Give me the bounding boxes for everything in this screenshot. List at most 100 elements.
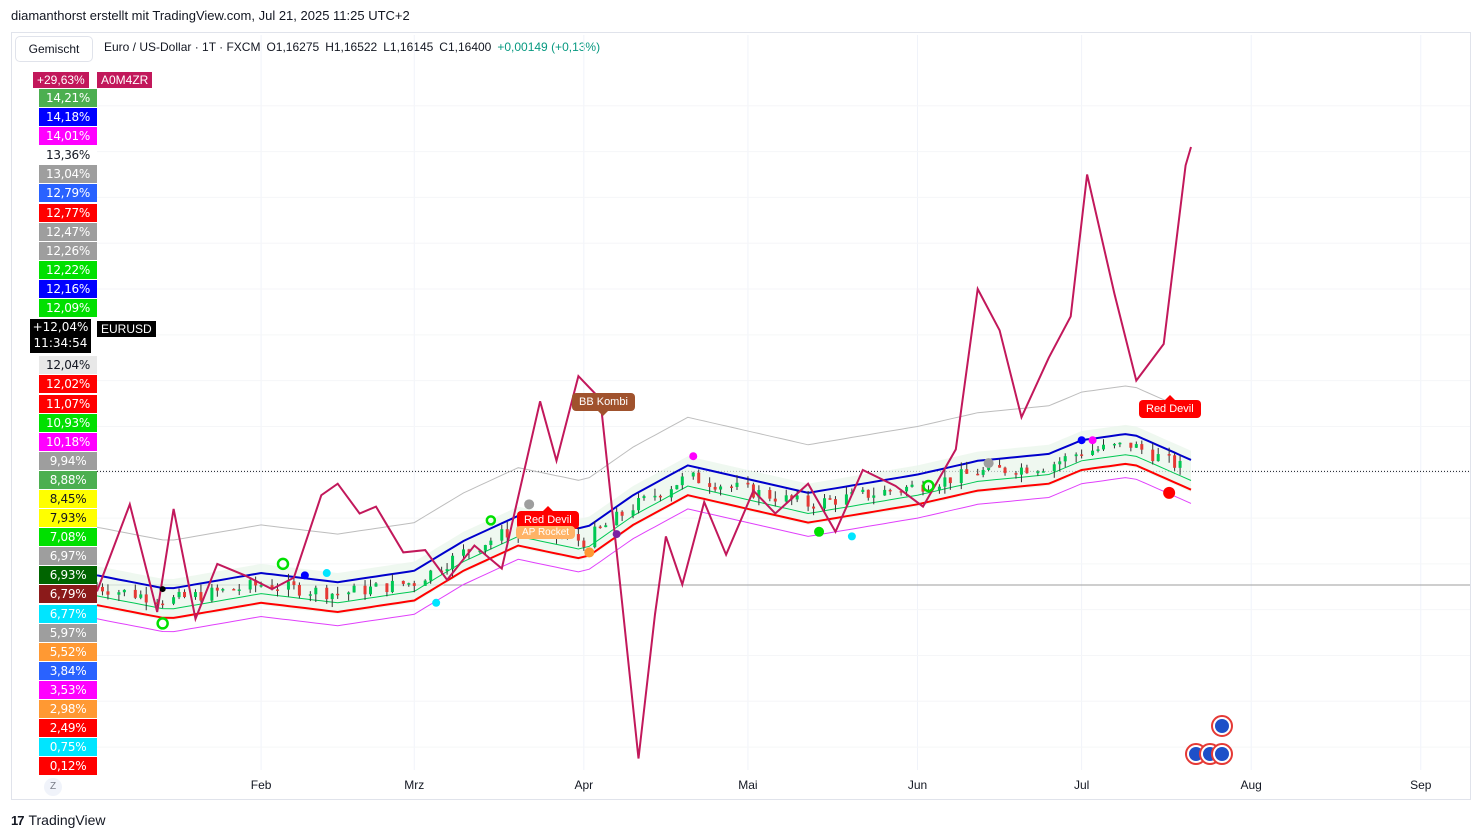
candle-body: [423, 580, 427, 586]
pct-badge: 12,16%: [39, 279, 97, 298]
candle-body: [215, 587, 219, 591]
signal-dot: [432, 598, 441, 607]
candle-body: [669, 489, 673, 498]
candle-body: [210, 587, 214, 601]
pct-badge: 5,52%: [39, 642, 97, 661]
signal-dot: [156, 617, 169, 630]
candle-body: [325, 587, 329, 600]
currency-flag-icon: [1215, 719, 1229, 733]
candle-body: [100, 586, 104, 592]
red-devil-flag-1[interactable]: Red Devil: [517, 506, 579, 529]
candle-body: [193, 592, 197, 598]
candle-body: [888, 489, 892, 492]
candle-body: [500, 529, 504, 541]
candle-body: [363, 585, 367, 595]
eurusd-price-box: +12,04% 11:34:54: [30, 319, 91, 353]
candle-body: [604, 525, 608, 528]
candle-body: [757, 490, 761, 498]
candle-body: [1058, 461, 1062, 465]
ohlc-high: H1,16522: [325, 40, 378, 54]
x-tick-label: Apr: [574, 778, 594, 792]
candle-body: [352, 585, 356, 593]
indicator-badge-stack: 14,21% 14,18% 14,01% 13,36% 13,04% 12,79% 12,7…: [39, 70, 97, 776]
mode-button[interactable]: Gemischt: [15, 36, 93, 62]
candle-body: [1129, 442, 1133, 448]
candle-body: [276, 589, 280, 591]
candle-body: [812, 506, 816, 509]
candle-body: [369, 586, 373, 595]
candle-body: [374, 583, 378, 587]
candle-body: [1112, 443, 1116, 446]
candle-body: [746, 482, 750, 485]
ohlc-open: O1,16275: [266, 40, 320, 54]
pct-badge: 14,18%: [39, 108, 97, 127]
candle-body: [122, 589, 126, 593]
pct-badge: 7,93%: [39, 509, 97, 528]
candle-body: [144, 594, 148, 603]
tradingview-logo-icon: 17: [11, 812, 25, 828]
candle-body: [385, 583, 389, 593]
pct-badge: 6,93%: [39, 566, 97, 585]
candle-body: [489, 540, 493, 546]
candle-body: [1003, 467, 1007, 474]
chart-frame[interactable]: [11, 32, 1471, 800]
chart-caption: diamanthorst erstellt mit TradingView.co…: [11, 8, 410, 23]
candle-body: [221, 588, 225, 591]
x-tick-label: Jul: [1073, 778, 1090, 792]
zoom-button[interactable]: Z: [44, 778, 62, 796]
candle-body: [730, 486, 734, 488]
pct-badge: 7,08%: [39, 528, 97, 547]
a0m4zr-line: [96, 146, 1192, 759]
pct-badge: 11,07%: [39, 394, 97, 413]
candle-body: [943, 477, 947, 487]
candle-body: [1102, 444, 1106, 450]
candle-body: [976, 473, 980, 476]
x-tick-label: Mai: [738, 778, 758, 792]
pct-badge: 10,93%: [39, 413, 97, 432]
pct-badge: 12,77%: [39, 203, 97, 222]
candle-body: [959, 469, 963, 484]
candle-body: [905, 486, 909, 492]
candle-body: [735, 482, 739, 487]
pct-badge: 0,12%: [39, 757, 97, 776]
candle-body: [297, 585, 301, 596]
candle-body: [254, 580, 258, 586]
gray-band-line: [96, 385, 1192, 541]
ap-rocket-flag[interactable]: AP Rocket: [516, 526, 576, 539]
candle-body: [899, 491, 903, 493]
candle-body: [615, 511, 619, 526]
pct-badge: 3,53%: [39, 680, 97, 699]
candle-body: [833, 499, 837, 505]
candle-body: [806, 495, 810, 507]
red-trend-line: [96, 462, 1192, 619]
pct-badge: 12,22%: [39, 260, 97, 279]
candle-body: [1140, 444, 1144, 450]
symbol-name[interactable]: Euro / US-Dollar · 1T · FXCM: [104, 40, 261, 54]
candle-body: [691, 472, 695, 477]
signal-dot: [584, 547, 595, 558]
candle-body: [576, 534, 580, 541]
pct-badge: 12,47%: [39, 222, 97, 241]
candle-body: [336, 593, 340, 596]
candle-body: [270, 585, 274, 590]
bb-kombi-flag[interactable]: BB Kombi: [572, 393, 635, 416]
pct-badge: 6,97%: [39, 547, 97, 566]
candle-body: [248, 580, 252, 590]
candle-body: [637, 498, 641, 511]
candle-body: [461, 549, 465, 556]
candle-body: [1014, 473, 1018, 475]
candle-body: [965, 469, 969, 474]
pct-badge: 12,26%: [39, 241, 97, 260]
footer-brand[interactable]: 17 TradingView: [11, 812, 106, 828]
candle-body: [998, 465, 1002, 468]
a0m4zr-symbol-tag: A0M4ZR: [97, 72, 153, 88]
pct-badge: 0,75%: [39, 738, 97, 757]
x-tick-label: Aug: [1240, 778, 1262, 792]
signal-dot: [814, 526, 825, 537]
candle-body: [505, 529, 509, 538]
red-devil-flag-2[interactable]: Red Devil: [1139, 395, 1201, 418]
candle-body: [390, 580, 394, 593]
eurusd-symbol-tag: EURUSD: [97, 321, 156, 337]
blue-trend-line: [96, 433, 1192, 590]
